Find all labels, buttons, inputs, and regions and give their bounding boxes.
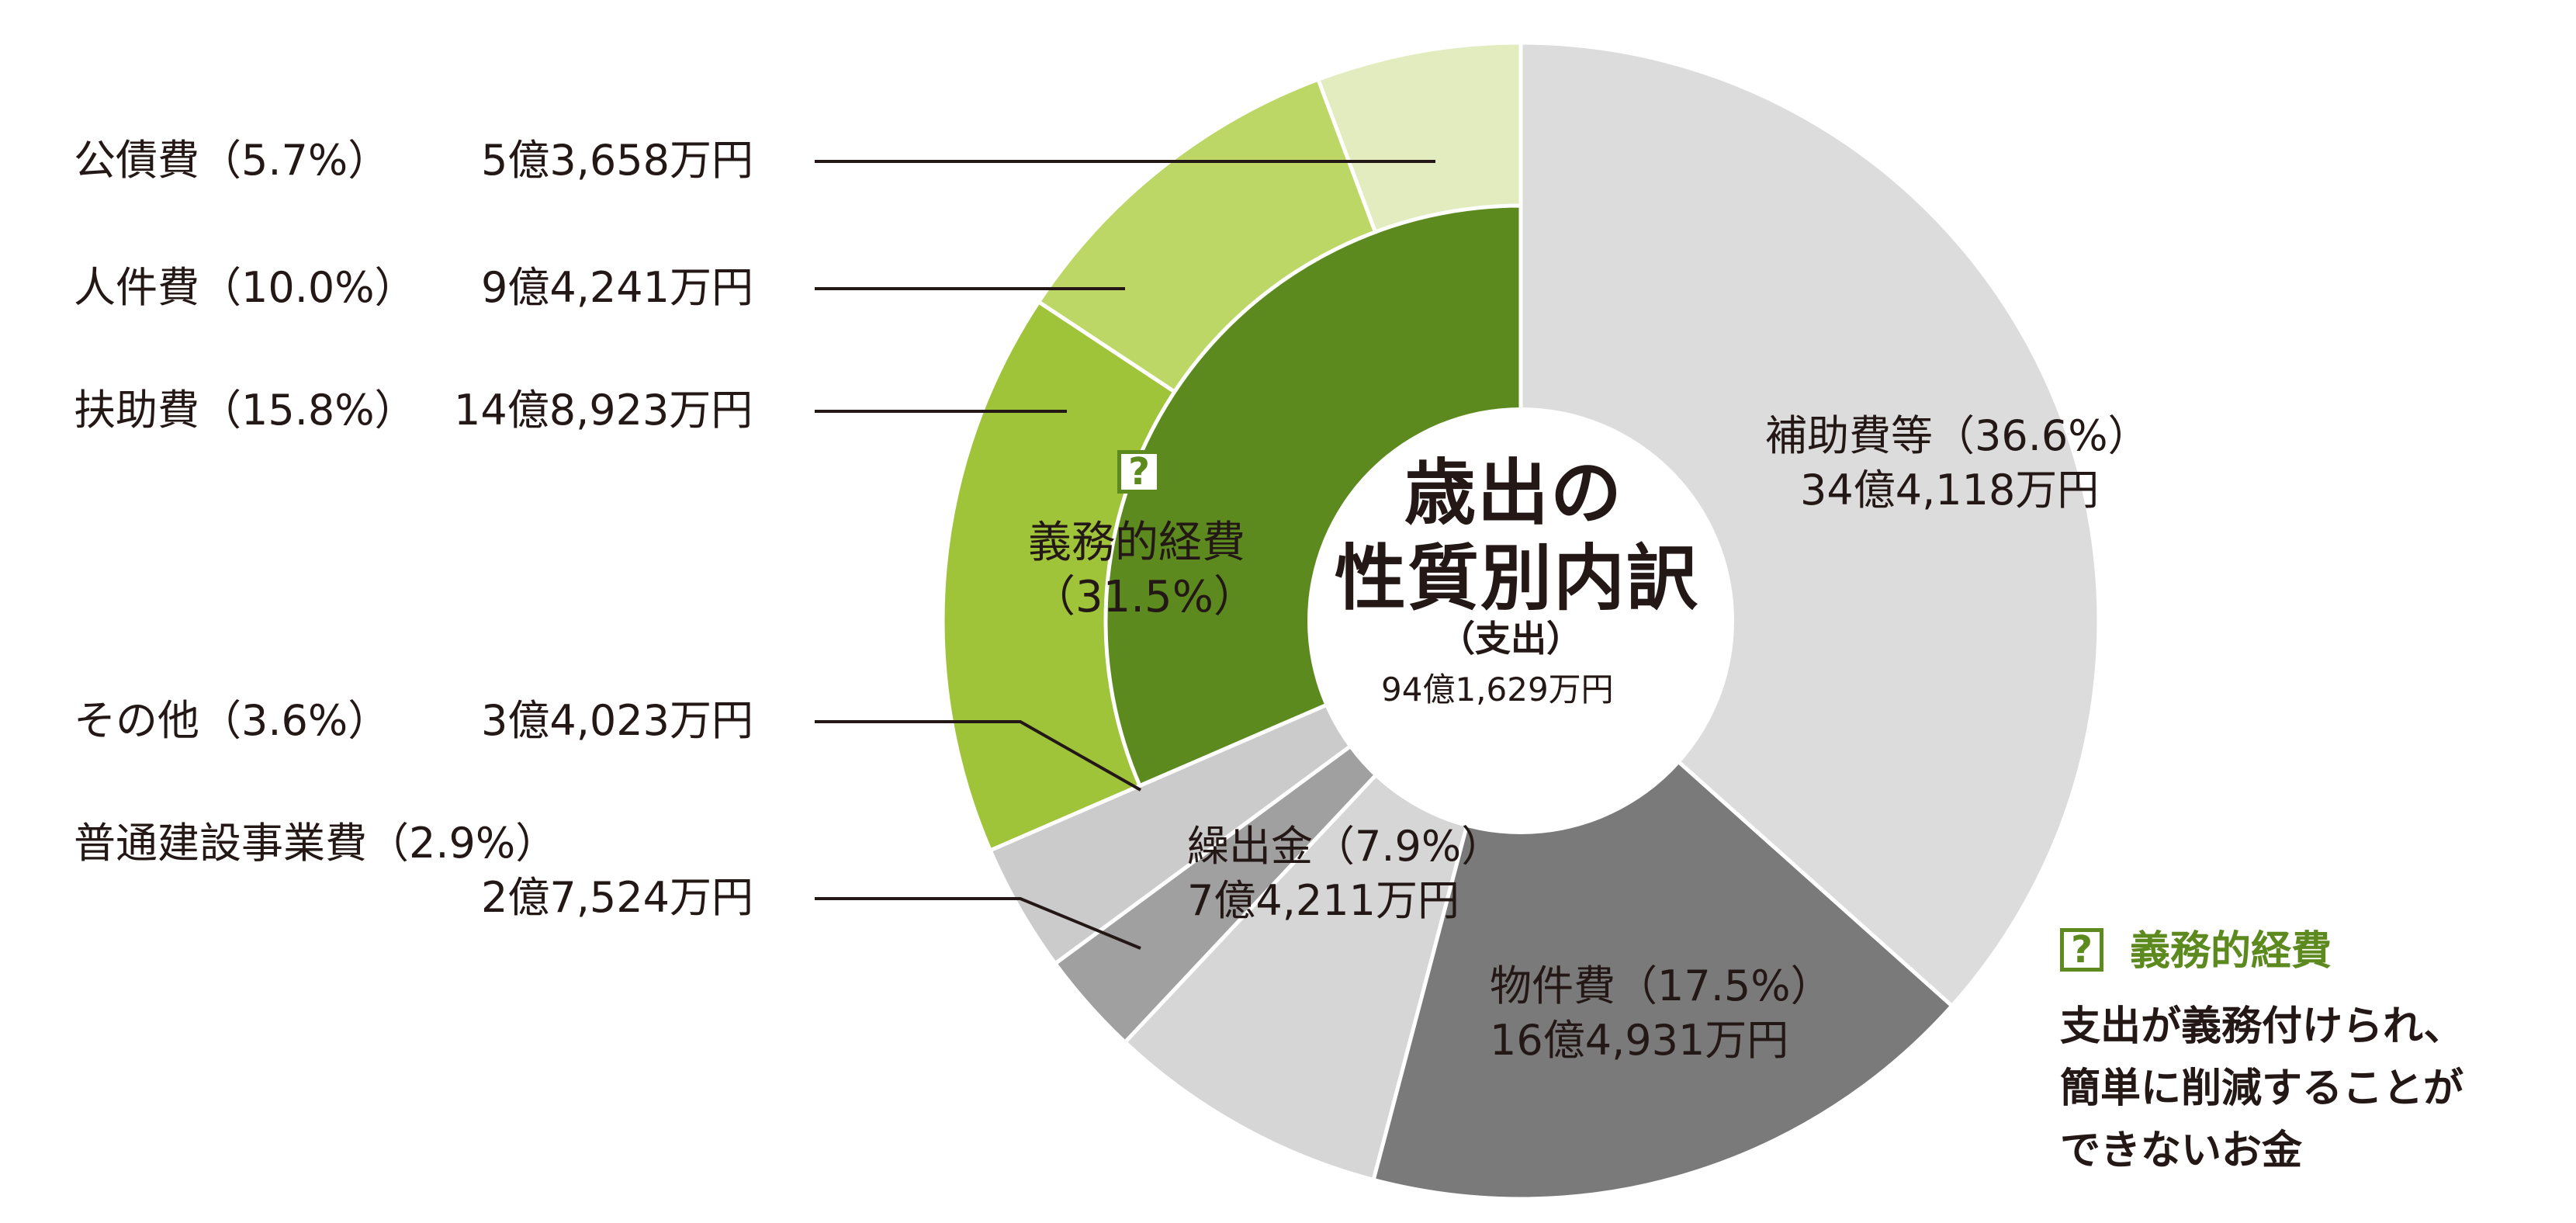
amount-personnel: 9億4,241万円: [481, 267, 753, 309]
note-title: 義務的経費: [2130, 931, 2332, 972]
amount-public-debt: 5億3,658万円: [481, 140, 753, 182]
label-materials: 物件費（17.5%）: [1490, 965, 1833, 1007]
label-subsidies: 補助費等（36.6%）: [1765, 415, 2150, 457]
label-personnel: 人件費（10.0%）: [74, 267, 417, 309]
amount-materials: 16億4,931万円: [1490, 1020, 1788, 1062]
label-other: その他（3.6%）: [74, 700, 390, 742]
center-total: 94億1,629万円: [1381, 674, 1614, 706]
amount-subsidies: 34億4,118万円: [1800, 469, 2099, 511]
note-line-2: 簡単に削減することが: [2060, 1063, 2463, 1116]
question-icon-inner: ?: [1117, 450, 1161, 494]
note-line-1: 支出が義務付けられ、: [2060, 1001, 2464, 1054]
label-public-debt: 公債費（5.7%）: [74, 140, 390, 182]
amount-construction: 2億7,524万円: [481, 877, 753, 919]
center-subtitle: （支出）: [1439, 621, 1582, 657]
label-mandatory-name: 義務的経費: [1028, 521, 1245, 565]
label-transfer: 繰出金（7.9%）: [1187, 826, 1503, 868]
amount-other: 3億4,023万円: [481, 700, 753, 742]
note-line-3: できないお金: [2060, 1125, 2302, 1178]
amount-transfer: 7億4,211万円: [1187, 880, 1459, 922]
question-icon-note: ?: [2060, 928, 2103, 972]
label-assistance: 扶助費（15.8%）: [74, 390, 417, 431]
label-mandatory-pct: （31.5%）: [1032, 576, 1257, 619]
amount-assistance: 14億8,923万円: [454, 390, 753, 431]
center-title-line1: 歳出の: [1404, 458, 1623, 529]
center-title-line2: 性質別内訳: [1335, 543, 1699, 615]
label-construction: 普通建設事業費（2.9%）: [74, 823, 557, 864]
